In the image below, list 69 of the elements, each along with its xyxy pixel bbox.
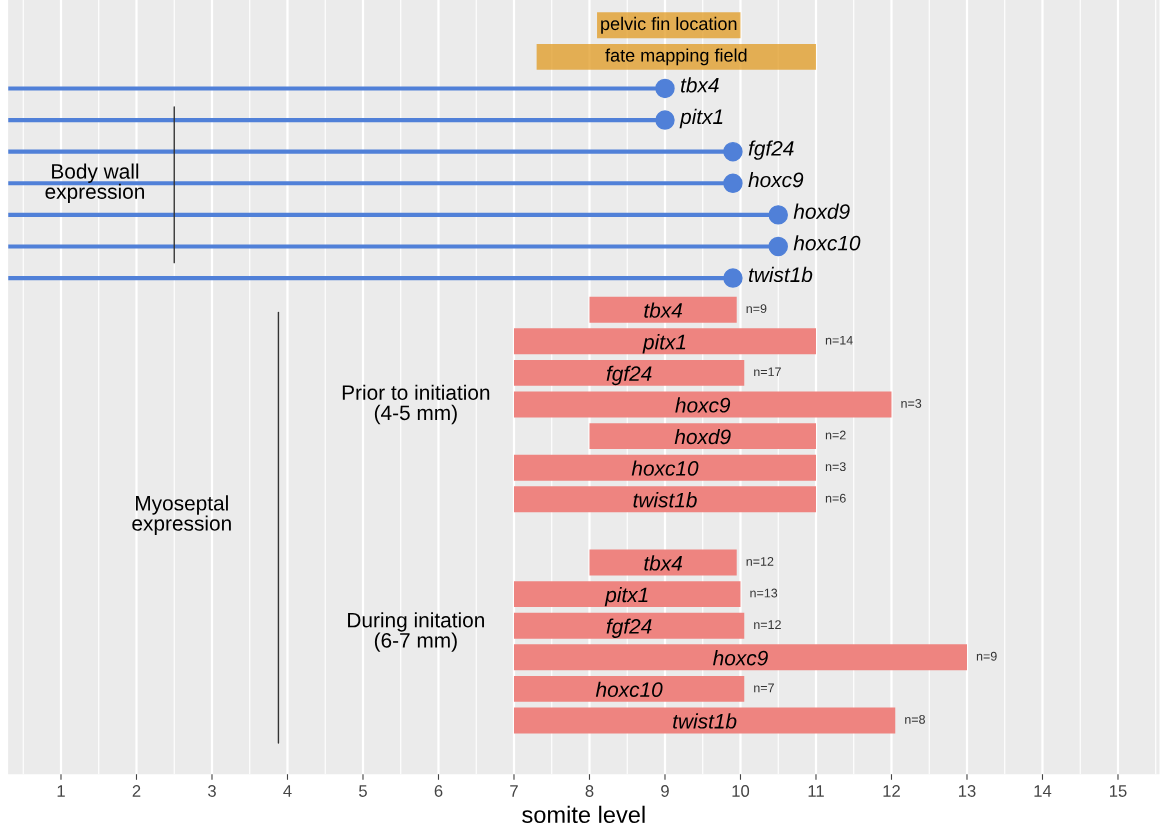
x-tick-label: 14 (1034, 785, 1052, 797)
annotation: n=2 (825, 430, 846, 440)
x-tick-label: 2 (132, 785, 141, 797)
y-tick-label: pitx1 (642, 334, 686, 354)
annotation: n=3 (825, 462, 846, 472)
annotation: Prior to initiation (4-5 mm) (342, 384, 490, 425)
x-tick-label: 3 (207, 785, 216, 797)
x-tick-label: 8 (585, 785, 594, 797)
y-tick-label: hoxd9 (793, 203, 850, 219)
annotation: n=12 (746, 557, 774, 566)
annotation: During initation (6-7 mm) (348, 612, 484, 652)
y-tick-label: twist1b (673, 713, 737, 729)
y-tick-label: tbx4 (681, 77, 719, 93)
y-tick-label: hoxc9 (748, 172, 804, 188)
y-tick-label: fgf24 (606, 618, 652, 638)
y-tick-label: tbx4 (644, 555, 683, 571)
bar (536, 43, 816, 70)
annotation: n=6 (825, 493, 846, 503)
bar (513, 707, 896, 734)
annotation: n=14 (825, 335, 853, 345)
x-tick-label: 10 (732, 785, 750, 797)
bar (513, 612, 745, 639)
y-tick-label: hoxc10 (793, 235, 861, 251)
y-tick-label: pitx1 (604, 586, 648, 607)
annotation: n=8 (905, 715, 925, 724)
annotation: n=3 (901, 399, 922, 408)
x-tick-label: 15 (1109, 785, 1127, 797)
bar (589, 549, 737, 576)
x-axis-title: somite level (522, 805, 645, 824)
annotation: Myoseptal expression (132, 495, 231, 535)
annotation: n=17 (754, 367, 781, 377)
x-tick-label: 9 (661, 785, 669, 797)
y-tick-label: twist1b (633, 492, 697, 508)
x-tick-label: 13 (958, 785, 976, 797)
bar (513, 581, 741, 608)
y-tick-label: twist1b (748, 266, 813, 283)
annotation: n=12 (754, 620, 781, 629)
x-tick-label: 11 (808, 785, 824, 797)
x-tick-label: 5 (359, 785, 367, 797)
annotation: n=9 (976, 651, 997, 661)
x-tick-label: 7 (510, 785, 518, 797)
bar (513, 644, 967, 671)
y-tick-label: pelvic fin location (601, 16, 737, 34)
y-tick-label: hoxd9 (674, 428, 731, 445)
bar (589, 423, 816, 450)
annotation: n=7 (754, 683, 774, 693)
y-tick-label: hoxc9 (675, 397, 731, 413)
y-tick-label: fate mapping field (605, 48, 747, 66)
annotation: Body wall expression (45, 163, 144, 204)
y-tick-label: pitx1 (679, 108, 723, 129)
y-tick-label: hoxc9 (713, 650, 768, 666)
y-tick-label: fgf24 (606, 365, 652, 386)
bar (513, 391, 892, 418)
x-tick-label: 4 (283, 785, 292, 797)
annotation: n=9 (746, 304, 767, 314)
annotation: n=13 (750, 588, 778, 598)
bar (513, 675, 745, 702)
bar (589, 296, 737, 323)
bar (513, 328, 816, 355)
bar (513, 454, 816, 481)
y-tick-label: hoxc10 (631, 460, 699, 476)
x-tick-label: 6 (434, 785, 443, 797)
bar (513, 486, 816, 513)
x-tick-label: 1 (57, 785, 65, 797)
bar (513, 359, 745, 386)
y-tick-label: fgf24 (748, 140, 794, 160)
y-tick-label: tbx4 (644, 302, 683, 318)
y-tick-label: hoxc10 (595, 681, 663, 698)
x-tick-label: 12 (883, 785, 900, 797)
